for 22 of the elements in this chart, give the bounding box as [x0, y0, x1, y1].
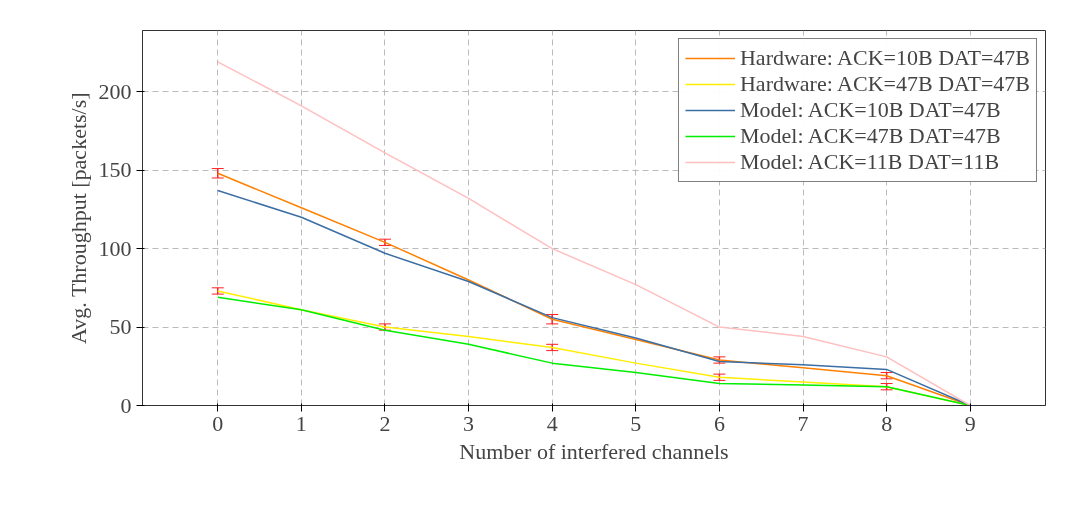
legend-label: Hardware: ACK=47B DAT=47B: [739, 71, 1030, 97]
legend-label: Hardware: ACK=10B DAT=47B: [739, 45, 1030, 71]
y-tick-label: 200: [98, 78, 132, 104]
x-axis-title: Number of interfered channels: [459, 438, 729, 464]
x-tick-label: 0: [212, 410, 224, 436]
x-tick-label: 5: [630, 410, 642, 436]
y-tick-label: 50: [109, 314, 132, 340]
x-tick-label: 1: [295, 410, 307, 436]
legend-label: Model: ACK=10B DAT=47B: [739, 97, 1001, 123]
x-tick-label: 3: [463, 410, 475, 436]
x-tick-label: 7: [797, 410, 809, 436]
x-tick-label: 9: [964, 410, 976, 436]
legend-label: Model: ACK=11B DAT=11B: [739, 149, 1000, 175]
x-tick-label: 8: [881, 410, 893, 436]
y-tick-label: 100: [98, 235, 132, 261]
y-tick-label: 150: [98, 157, 132, 183]
x-tick-label: 2: [379, 410, 391, 436]
legend-label: Model: ACK=47B DAT=47B: [739, 123, 1001, 149]
x-tick-label: 6: [713, 410, 725, 436]
y-tick-label: 0: [120, 392, 132, 418]
y-axis-title: Avg. Throughput [packets/s]: [65, 92, 91, 344]
x-tick-label: 4: [546, 410, 558, 436]
